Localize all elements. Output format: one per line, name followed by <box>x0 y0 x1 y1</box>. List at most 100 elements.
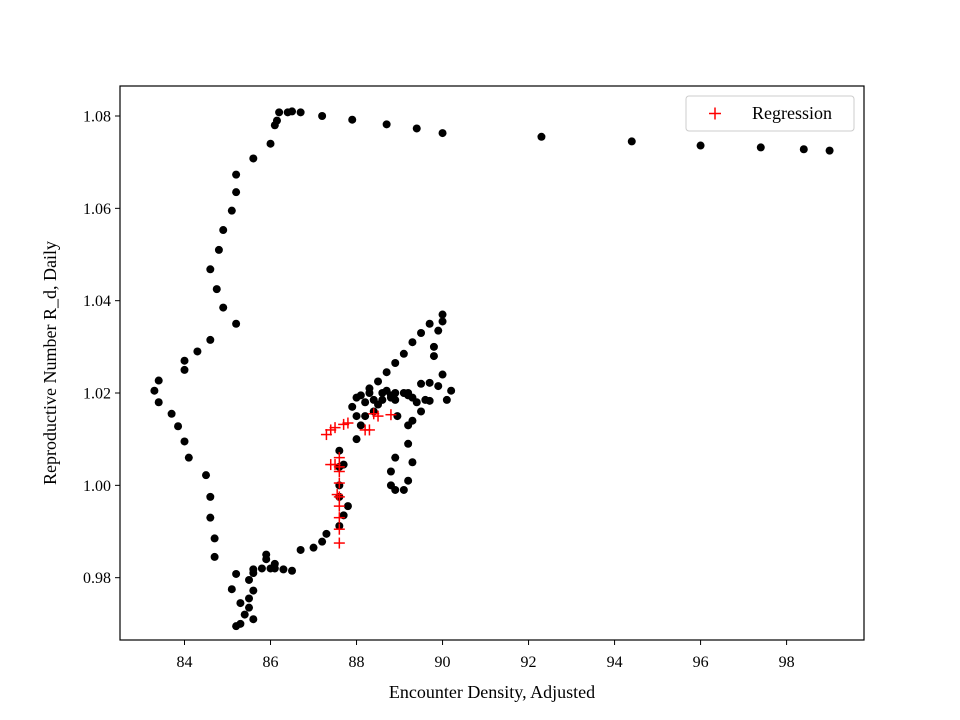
observation-point-44 <box>232 569 241 578</box>
observation-point-79 <box>361 412 370 421</box>
x-tick-label-6: 96 <box>693 654 709 671</box>
observation-point-99 <box>447 386 456 395</box>
observation-point-38 <box>184 453 193 462</box>
observation-point-92 <box>404 439 413 448</box>
observation-point-56 <box>249 565 258 574</box>
observation-point-109 <box>399 349 408 358</box>
regression-point-21 <box>333 537 345 549</box>
observation-point-17 <box>266 139 275 148</box>
y-tick-label-5: 1.08 <box>83 109 111 126</box>
observation-point-37 <box>180 437 189 446</box>
observation-point-2 <box>756 143 765 152</box>
x-tick-label-5: 94 <box>607 654 623 671</box>
observation-point-65 <box>296 545 305 554</box>
observation-point-9 <box>348 115 357 124</box>
observation-point-11 <box>296 108 305 117</box>
observation-point-33 <box>150 386 159 395</box>
observation-point-20 <box>232 188 241 197</box>
observation-point-24 <box>206 265 215 274</box>
observation-point-19 <box>232 170 241 179</box>
x-tick-label-3: 90 <box>435 654 451 671</box>
regression-point-20 <box>333 523 345 535</box>
observation-point-90 <box>404 476 413 485</box>
observation-point-121 <box>382 386 391 395</box>
regression-point-9 <box>385 409 397 421</box>
regression-point-8 <box>372 410 384 422</box>
observation-point-76 <box>335 446 344 455</box>
observation-point-111 <box>382 368 391 377</box>
observation-point-48 <box>240 610 249 619</box>
regression-point-15 <box>333 477 345 489</box>
legend-box <box>685 95 855 132</box>
observation-point-14 <box>275 108 284 117</box>
regression-point-12 <box>329 459 341 471</box>
legend: Regression <box>685 95 855 132</box>
observation-point-131 <box>361 398 370 407</box>
x-tick-label-2: 88 <box>349 654 365 671</box>
observation-point-106 <box>425 319 434 328</box>
observation-point-112 <box>374 377 383 386</box>
observation-point-45 <box>227 585 236 594</box>
observation-point-107 <box>417 328 426 337</box>
y-tick-label-0: 0.98 <box>83 570 111 587</box>
observation-point-62 <box>266 564 275 573</box>
observation-point-28 <box>206 335 215 344</box>
observation-point-66 <box>309 543 318 552</box>
observation-point-85 <box>391 453 400 462</box>
observation-point-103 <box>434 326 443 335</box>
observation-point-101 <box>429 352 438 361</box>
observation-point-132 <box>404 389 413 398</box>
observation-point-47 <box>245 603 254 612</box>
observation-point-88 <box>391 485 400 494</box>
observation-point-36 <box>174 422 183 431</box>
observation-point-43 <box>210 552 219 561</box>
observation-point-78 <box>356 421 365 430</box>
y-axis-label: Reproductive Number R_d, Daily <box>40 241 60 485</box>
regression-point-16 <box>331 489 343 501</box>
regression-point-13 <box>333 465 345 477</box>
y-tick-label-3: 1.04 <box>83 293 111 310</box>
observation-point-40 <box>206 492 215 501</box>
data-points-layer <box>150 107 834 631</box>
observation-point-31 <box>180 365 189 374</box>
observation-point-3 <box>696 141 705 150</box>
observation-point-129 <box>421 395 430 404</box>
observation-point-119 <box>374 400 383 409</box>
regression-point-18 <box>333 500 345 512</box>
legend-label-regression: Regression <box>752 103 832 123</box>
observation-point-84 <box>393 412 402 421</box>
observation-point-130 <box>365 389 374 398</box>
observation-point-42 <box>210 534 219 543</box>
observation-point-127 <box>425 378 434 387</box>
observation-point-41 <box>206 513 215 522</box>
y-tick-label-1: 1.00 <box>83 478 111 495</box>
observation-point-32 <box>154 376 163 385</box>
observation-point-46 <box>236 599 245 608</box>
regression-point-14 <box>333 452 345 464</box>
x-tick-label-1: 86 <box>263 654 279 671</box>
observation-point-115 <box>352 393 361 402</box>
observation-point-63 <box>279 565 288 574</box>
observation-point-7 <box>412 124 421 133</box>
observation-point-1 <box>799 145 808 154</box>
observation-point-5 <box>537 132 546 141</box>
observation-point-16 <box>270 121 279 130</box>
y-tick-label-4: 1.06 <box>83 201 111 218</box>
regression-point-4 <box>342 417 354 429</box>
observation-point-98 <box>442 395 451 404</box>
observation-point-59 <box>262 550 271 559</box>
observation-point-126 <box>417 379 426 388</box>
x-axis-label: Encounter Density, Adjusted <box>389 682 595 702</box>
observation-point-68 <box>322 529 331 538</box>
observation-point-35 <box>167 409 176 418</box>
observation-point-26 <box>219 303 228 312</box>
observation-point-110 <box>391 359 400 367</box>
observation-point-77 <box>352 435 361 444</box>
observation-point-128 <box>434 382 443 391</box>
regression-point-19 <box>333 512 345 524</box>
observation-point-86 <box>386 467 395 476</box>
observation-point-8 <box>382 120 391 129</box>
observation-point-105 <box>438 310 447 319</box>
plot-frame <box>119 85 865 641</box>
observation-point-94 <box>408 416 417 425</box>
